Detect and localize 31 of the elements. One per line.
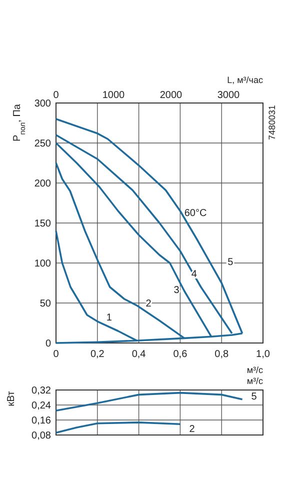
y-tick-label: 100 [34, 258, 52, 270]
series-label: 3 [174, 285, 180, 296]
y-tick-label: 0 [45, 338, 52, 350]
y-tick-label: 0,08 [32, 430, 52, 442]
series-label: 5 [251, 391, 258, 402]
x-tick-label: 0 [53, 349, 60, 360]
x2-tick-label: 2000 [160, 90, 183, 101]
y-tick-label: 200 [34, 178, 52, 190]
series-label: 2 [189, 424, 196, 436]
y-tick-label: 150 [34, 218, 52, 230]
y-axis-title: кВт [6, 390, 17, 406]
y-tick-label: 300 [34, 98, 52, 110]
y-tick-label: 50 [40, 298, 52, 310]
x-tick-label: 0,8 [214, 349, 229, 360]
y-tick-label: 250 [34, 138, 52, 150]
y-tick-label: 0,32 [32, 386, 52, 396]
x-tick-label: 0,2 [90, 349, 105, 360]
x-tick-label: 0,6 [173, 349, 188, 360]
x2-tick-label: 0 [53, 90, 60, 101]
annotation: 60°C [184, 208, 207, 219]
x-tick-label: 1,0 [256, 349, 270, 360]
y-tick-label: 0,24 [32, 400, 52, 412]
x2-tick-label: 3000 [217, 90, 240, 101]
series-label: 1 [106, 312, 112, 324]
x2-axis-title: L, м³/час [227, 75, 264, 85]
x-axis-title: м³/с [246, 365, 264, 375]
y-tick-label: 0,16 [32, 416, 52, 426]
x-tick-label: 0,4 [132, 349, 146, 360]
x-axis-title: м³/с [246, 376, 264, 386]
text: 7480031 [267, 105, 277, 140]
x2-tick-label: 1000 [102, 90, 126, 101]
